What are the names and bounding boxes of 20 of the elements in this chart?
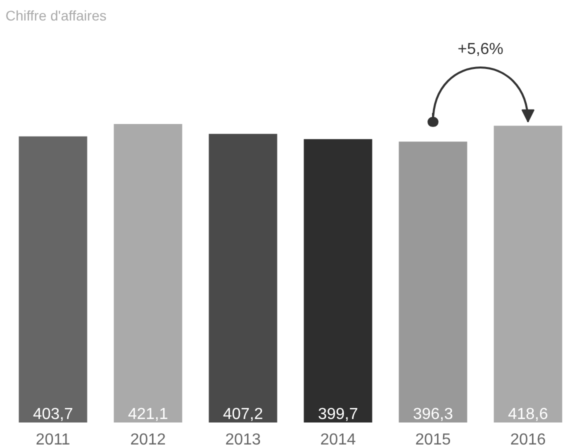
data-label: 399,7 — [318, 406, 358, 423]
text: +5,6% — [458, 40, 504, 58]
x-tick-label: 2012 — [130, 432, 166, 447]
bar — [208, 134, 278, 422]
bar — [494, 126, 562, 422]
x-tick-label: 2015 — [415, 432, 451, 447]
bar — [398, 142, 468, 422]
bar — [18, 136, 88, 422]
x-tick-label: 2016 — [510, 432, 546, 447]
data-label: 418,6 — [508, 406, 548, 423]
data-label: 403,7 — [32, 406, 74, 423]
data-label: 407,2 — [222, 406, 264, 423]
chart-title: Chiffre d'affaires — [6, 8, 106, 24]
data-label: 421,1 — [128, 406, 168, 423]
data-label: 396,3 — [412, 406, 454, 423]
x-tick-label: 2013 — [225, 432, 261, 447]
bar — [114, 124, 182, 422]
x-tick-label: 2014 — [320, 432, 356, 447]
x-tick-label: 2011 — [36, 432, 70, 447]
bar — [304, 139, 372, 422]
